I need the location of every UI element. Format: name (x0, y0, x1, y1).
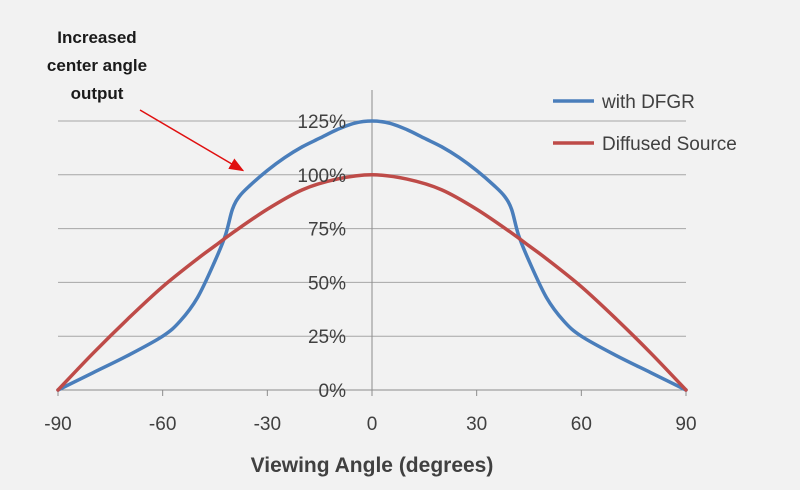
annotation: Increased center angle output (47, 28, 245, 172)
x-tick-label-1: -60 (149, 414, 176, 435)
y-tick-label-1: 25% (308, 327, 346, 348)
annotation-text-line-2: output (71, 84, 124, 103)
x-tick-label-4: 30 (466, 414, 487, 435)
series-line-diffused-source (56, 173, 688, 392)
x-tick-label-5: 60 (571, 414, 592, 435)
annotation-arrow (139, 109, 245, 172)
legend-label-0: with DFGR (601, 92, 695, 113)
y-tick-label-4: 100% (297, 166, 346, 187)
y-tick-label-3: 75% (308, 220, 346, 241)
x-tick-label-6: 90 (675, 414, 696, 435)
series-line-with-dfgr (56, 119, 688, 392)
y-tick-label-5: 125% (297, 112, 346, 133)
annotation-text-line-1: center angle (47, 56, 147, 75)
x-tick-label-2: -30 (254, 414, 281, 435)
legend: with DFGR Diffused Source (553, 92, 737, 155)
x-tick-label-3: 0 (367, 414, 378, 435)
tick-labels: 0% 25% 50% 75% 100% 125% -90 -60 -30 0 30 60 90 (44, 112, 696, 435)
annotation-text-line-0: Increased (57, 28, 136, 47)
legend-label-1: Diffused Source (602, 134, 737, 155)
x-axis-title: Viewing Angle (degrees) (251, 454, 494, 477)
axes (57, 90, 687, 396)
x-tick-label-0: -90 (44, 414, 71, 435)
series-lines (56, 119, 688, 392)
y-tick-label-0: 0% (319, 381, 347, 402)
y-tick-label-2: 50% (308, 273, 346, 294)
